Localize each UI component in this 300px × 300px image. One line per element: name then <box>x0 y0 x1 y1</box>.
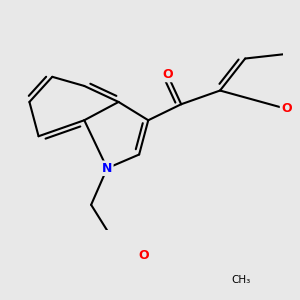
Text: N: N <box>102 162 112 175</box>
Text: O: O <box>281 102 292 115</box>
Text: O: O <box>162 68 173 81</box>
Text: CH₃: CH₃ <box>231 275 250 285</box>
Text: O: O <box>138 249 149 262</box>
